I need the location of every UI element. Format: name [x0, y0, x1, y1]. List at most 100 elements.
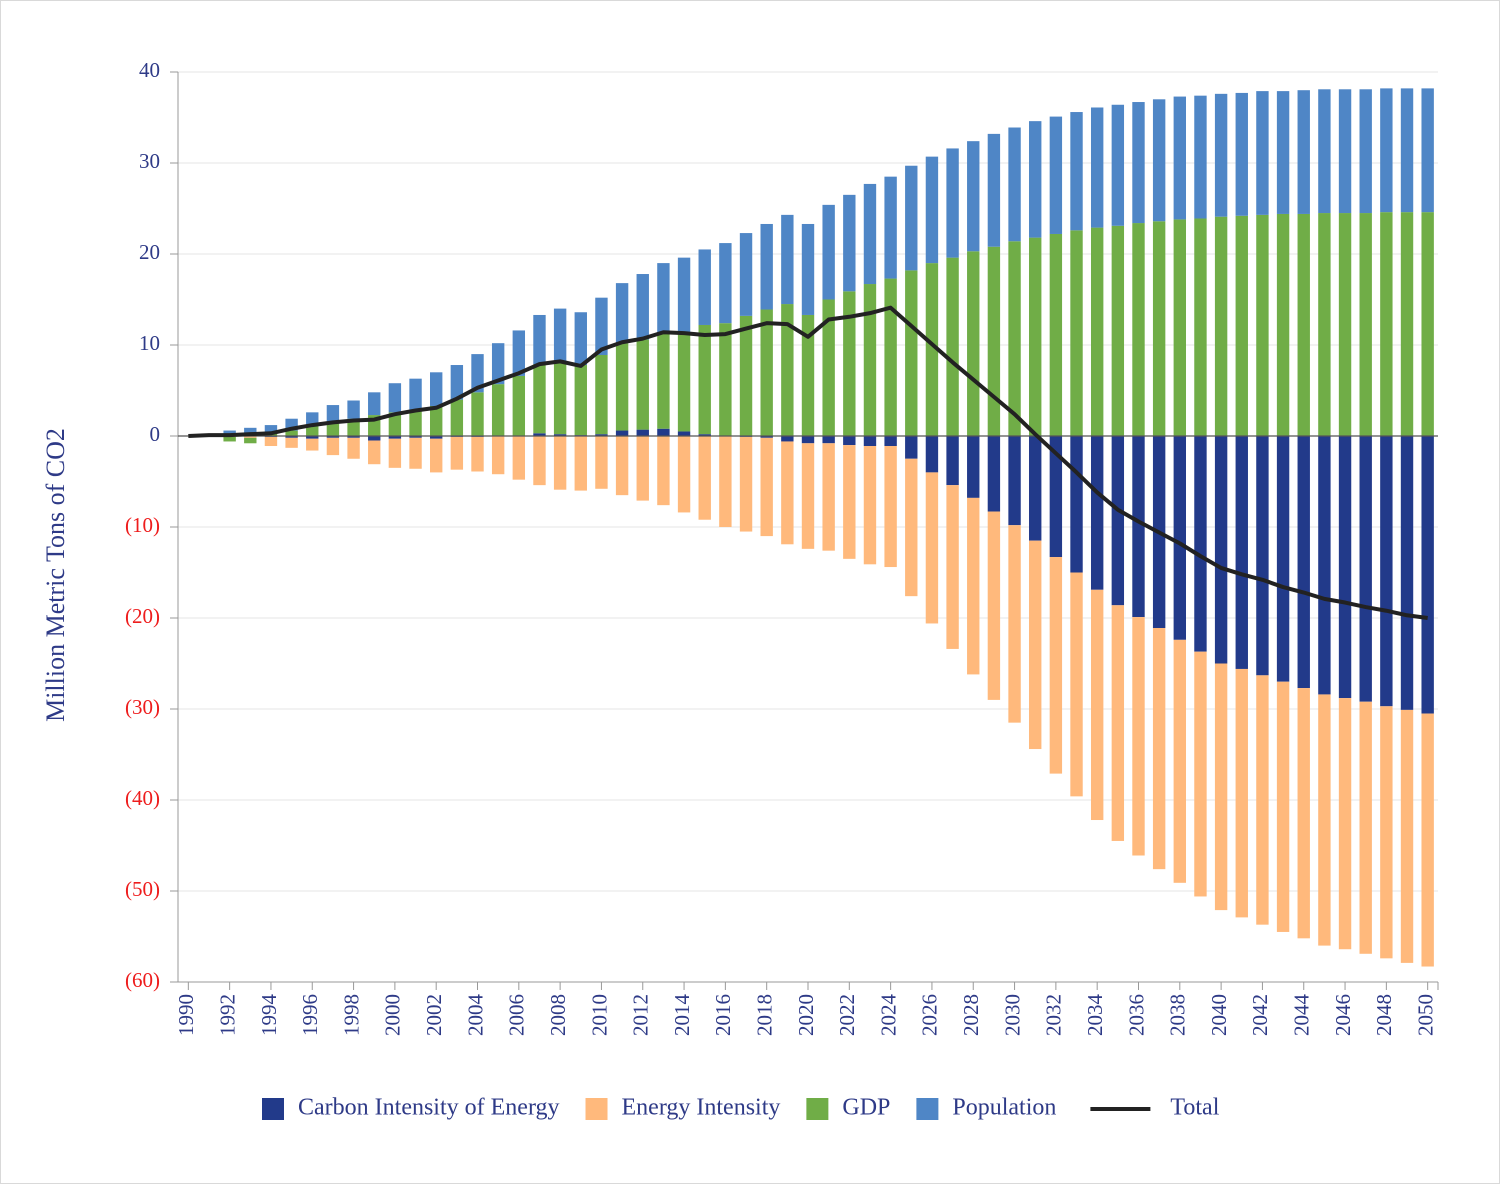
bar-segment [946, 485, 959, 649]
bar-segment [946, 257, 959, 436]
y-tick-label: (30) [125, 695, 160, 719]
bar-segment [347, 418, 360, 436]
x-tick-label: 2002 [422, 994, 446, 1036]
bar-segment [843, 445, 856, 559]
bar-segment [801, 436, 815, 444]
bar-segment [574, 436, 587, 491]
bar-segment [698, 324, 711, 435]
bar-segment [739, 315, 753, 436]
bar-segment [1049, 557, 1063, 774]
x-tick-label: 2020 [794, 994, 818, 1036]
bar-segment [1318, 89, 1331, 214]
bar-segment [244, 436, 257, 438]
bar-segment [1214, 436, 1228, 664]
bar-segment [1008, 241, 1021, 436]
bar-segment [719, 243, 732, 324]
bar-segment [409, 378, 422, 410]
bar-segment [306, 412, 319, 425]
bar-segment [657, 428, 670, 436]
x-tick-label: 2034 [1083, 994, 1107, 1037]
bar-segment [698, 436, 711, 520]
bar-segment [1235, 668, 1248, 918]
y-tick-label: (10) [125, 513, 160, 537]
bar-segment [739, 436, 753, 532]
bar-segment [1111, 104, 1125, 226]
bar-segment [1400, 436, 1414, 710]
x-tick-label: 2006 [505, 994, 529, 1036]
bar-segment [1194, 436, 1207, 652]
bar-segment [781, 441, 794, 545]
bar-segment [1318, 694, 1331, 946]
bar-segment [430, 405, 443, 436]
bar-segment [1049, 436, 1063, 558]
bar-segment [450, 399, 464, 436]
bar-segment [760, 437, 773, 537]
x-tick-label: 2036 [1124, 994, 1148, 1036]
x-tick-label: 2044 [1290, 994, 1314, 1037]
bar-segment [1380, 706, 1393, 959]
y-tick-label: 30 [139, 149, 160, 173]
bar-segment [698, 434, 711, 436]
bar-segment [1338, 89, 1352, 214]
bar-segment [1214, 663, 1228, 911]
bar-segment [636, 429, 649, 436]
bar-segment [347, 437, 360, 459]
bar-segment [615, 436, 629, 496]
bar-segment [1297, 436, 1310, 689]
bar-segment [863, 284, 877, 436]
bar-segment [884, 278, 897, 436]
x-tick-label: 2024 [876, 994, 900, 1037]
bar-segment [1132, 102, 1145, 224]
bar-segment [905, 270, 918, 436]
bar-segment [1256, 91, 1269, 215]
bar-segment [533, 433, 546, 436]
bar-segment [533, 436, 546, 486]
bar-segment [1090, 589, 1104, 821]
x-tick-label: 2042 [1248, 994, 1272, 1036]
bar-segment [822, 204, 835, 300]
bar-segment [471, 392, 484, 436]
bar-segment [1338, 698, 1352, 950]
bar-segment [347, 400, 360, 419]
legend-label: Carbon Intensity of Energy [298, 1095, 560, 1121]
x-tick-label: 2000 [381, 994, 405, 1036]
bar-segment [1194, 218, 1207, 436]
bar-segment [553, 361, 567, 435]
x-tick-label: 2014 [670, 994, 694, 1037]
bar-segment [801, 314, 815, 436]
bar-segment [430, 438, 443, 473]
x-tick-label: 2010 [587, 994, 611, 1036]
x-tick-label: 2040 [1207, 994, 1231, 1036]
bar-segment [430, 436, 443, 439]
bar-segment [1173, 219, 1186, 436]
legend-marker [585, 1098, 608, 1120]
bar-segment [1235, 215, 1248, 436]
bar-segment [843, 194, 856, 292]
bar-segment [677, 431, 691, 436]
bar-segment [657, 263, 670, 334]
bar-segment [1400, 88, 1414, 213]
bar-segment [1090, 107, 1104, 228]
bar-segment [1276, 436, 1290, 682]
bar-segment [1359, 89, 1372, 214]
bar-segment [1152, 221, 1166, 436]
bar-segment [368, 436, 381, 441]
bar-segment [533, 364, 546, 434]
bar-segment [987, 511, 1001, 700]
bar-segment [306, 436, 319, 439]
bar-segment [781, 304, 794, 436]
bar-segment [698, 249, 711, 325]
bar-segment [1194, 95, 1207, 219]
bar-segment [491, 384, 505, 436]
bar-segment [1256, 214, 1269, 436]
bar-segment [781, 436, 794, 442]
bar-segment [822, 436, 835, 444]
bar-segment [512, 330, 526, 376]
bar-segment [409, 437, 422, 469]
bar-segment [1070, 112, 1083, 231]
bar-segment [739, 233, 753, 316]
bar-segment [264, 425, 278, 433]
y-tick-label: (40) [125, 786, 160, 810]
legend-marker [916, 1098, 939, 1120]
bar-segment [1318, 436, 1331, 695]
